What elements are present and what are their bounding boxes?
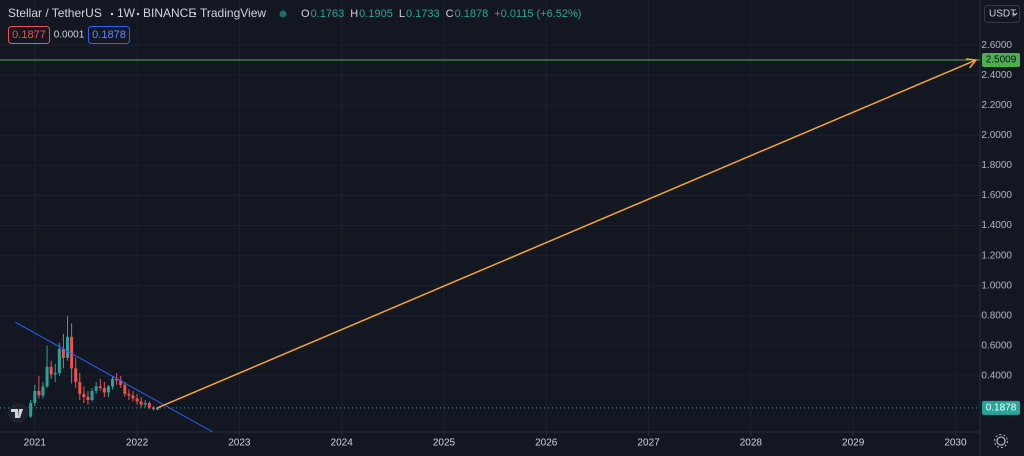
candle-body xyxy=(143,402,147,405)
candle-body xyxy=(139,401,143,405)
status-dot xyxy=(279,10,287,18)
ohlc-label: O xyxy=(301,8,310,20)
source: TradingView xyxy=(200,6,266,20)
candle-body xyxy=(90,390,94,400)
x-tick-label: 2027 xyxy=(637,438,660,449)
candle-body xyxy=(135,398,139,402)
candle-body xyxy=(66,336,70,358)
x-tick-label: 2029 xyxy=(842,438,865,449)
y-tick-label: 2.0000 xyxy=(981,130,1012,141)
candle-body xyxy=(33,390,37,403)
y-tick-label: 1.0000 xyxy=(981,280,1012,291)
y-tick-label: 0.6000 xyxy=(981,340,1012,351)
ohlc-value: 0.1878 xyxy=(455,8,489,20)
ohlc-label: L xyxy=(399,8,405,20)
ohlc: O 0.1763 H 0.1905 L 0.1733 C 0.1878 xyxy=(301,8,488,20)
ohlc-value: 0.1763 xyxy=(311,8,345,20)
separator xyxy=(136,12,140,16)
trendline xyxy=(15,321,214,433)
currency[interactable]: USDT xyxy=(989,9,1016,20)
candle-body xyxy=(98,386,102,388)
y-tick-label: 2.4000 xyxy=(981,70,1012,81)
plot xyxy=(0,58,980,433)
candle-body xyxy=(41,386,45,396)
grid xyxy=(0,0,980,432)
symbol: Stellar / TetherUS xyxy=(8,6,102,20)
y-tick-label: 2.2000 xyxy=(981,100,1012,111)
arrow-head xyxy=(965,58,978,69)
candle-body xyxy=(74,368,78,382)
candle-body xyxy=(123,384,127,394)
sell-price[interactable]: 0.1877 xyxy=(12,29,46,41)
candle-body xyxy=(78,381,82,394)
y-tick-label: 2.6000 xyxy=(981,40,1012,51)
y-tick-label: 1.8000 xyxy=(981,160,1012,171)
dropdown-icon xyxy=(1012,12,1018,16)
y-tick-label: 0.4000 xyxy=(981,371,1012,382)
buy-price[interactable]: 0.1878 xyxy=(92,29,126,41)
candle-body xyxy=(29,402,33,417)
sell-box[interactable] xyxy=(8,26,50,44)
header: Stellar / TetherUS 1W BINANCE TradingVie… xyxy=(8,6,581,44)
candle-body xyxy=(86,396,90,400)
candle-body xyxy=(82,393,86,397)
last-price-box xyxy=(982,400,1020,415)
separator xyxy=(193,12,197,16)
x-tick-label: 2021 xyxy=(24,438,47,449)
last-price-label: 0.1878 xyxy=(986,402,1017,413)
candle-body xyxy=(111,378,115,387)
candle-body xyxy=(49,366,53,375)
arrow-line xyxy=(157,59,977,409)
candle-body xyxy=(115,378,119,381)
y-tick-label: 1.6000 xyxy=(981,190,1012,201)
ohlc-label: C xyxy=(446,8,454,20)
candle-body xyxy=(106,386,110,393)
price-label-box xyxy=(982,53,1020,68)
logo xyxy=(8,403,28,423)
buy-box[interactable] xyxy=(88,26,130,44)
candle-body xyxy=(127,393,131,396)
x-tick-label: 2023 xyxy=(228,438,251,449)
settings[interactable] xyxy=(994,434,1008,448)
price-label: 2.5009 xyxy=(986,55,1017,66)
ohlc-value: 0.1905 xyxy=(359,8,393,20)
candle-body xyxy=(70,336,74,369)
interval: 1W xyxy=(117,6,136,20)
x-tick-label: 2026 xyxy=(535,438,558,449)
candle-body xyxy=(119,380,123,385)
ohlc-label: H xyxy=(350,8,358,20)
candle-body xyxy=(61,348,65,358)
y-tick-label: 0.8000 xyxy=(981,310,1012,321)
currency-button[interactable] xyxy=(984,5,1020,23)
y-tick-label: 1.4000 xyxy=(981,220,1012,231)
candle-body xyxy=(156,407,160,410)
candle-body xyxy=(94,386,98,391)
y-tick-label: 1.2000 xyxy=(981,250,1012,261)
logo-mark xyxy=(11,409,23,418)
separator xyxy=(110,12,114,16)
candle-body xyxy=(131,395,135,399)
settings-icon[interactable] xyxy=(996,436,1006,446)
candle-body xyxy=(37,390,41,396)
x-tick-label: 2022 xyxy=(126,438,149,449)
change: +0.0115 (+6.52%) xyxy=(494,8,581,20)
x-tick-label: 2028 xyxy=(740,438,763,449)
candle-body xyxy=(147,402,151,408)
candle-body xyxy=(53,372,57,375)
exchange: BINANCE xyxy=(143,6,196,20)
x-tick-label: 2024 xyxy=(331,438,354,449)
ohlc-value: 0.1733 xyxy=(406,8,440,20)
settings-teeth xyxy=(994,434,1008,448)
candle-body xyxy=(151,407,155,409)
candle-body xyxy=(57,348,61,373)
candle-body xyxy=(102,387,106,393)
x-tick-label: 2025 xyxy=(433,438,456,449)
candle-body xyxy=(45,366,49,387)
spread: 0.0001 xyxy=(54,30,85,41)
x-tick-label: 2030 xyxy=(944,438,967,449)
